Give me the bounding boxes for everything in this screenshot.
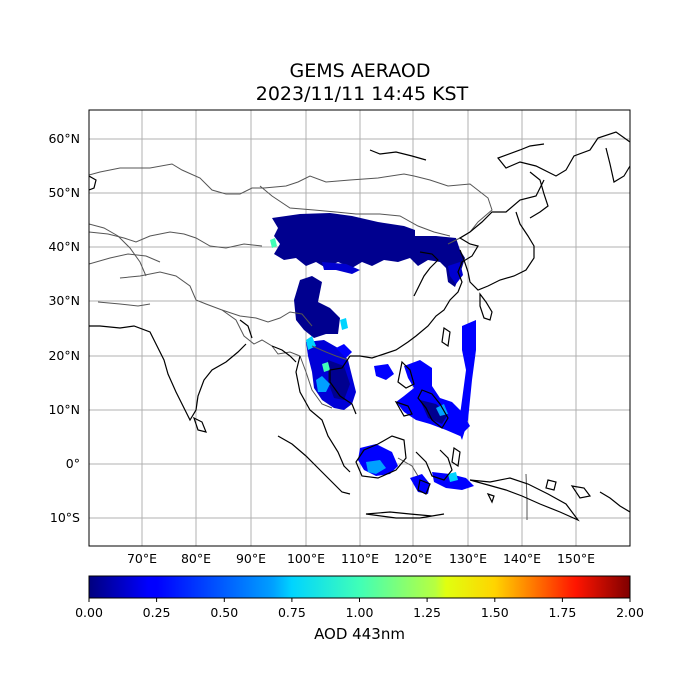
country-borders [89, 163, 528, 520]
lon-label-130e: 130°E [449, 551, 487, 566]
lon-label-120e: 120°E [394, 551, 432, 566]
map-title: GEMS AERAOD [289, 60, 431, 82]
coastlines [89, 131, 630, 522]
colorbar-tick-0: 0.00 [75, 605, 103, 620]
lon-label-100e: 100°E [287, 551, 325, 566]
lon-label-110e: 110°E [341, 551, 379, 566]
colorbar-label: AOD 443nm [314, 625, 405, 643]
lat-label-20n: 20°N [48, 348, 80, 363]
map-subtitle-datetime: 2023/11/11 14:45 KST [255, 83, 469, 105]
lon-label-150e: 150°E [557, 551, 595, 566]
colorbar-tick-2: 0.50 [210, 605, 238, 620]
colorbar-tick-1: 0.25 [143, 605, 171, 620]
colorbar-tick-5: 1.25 [413, 605, 441, 620]
map-area [88, 109, 631, 547]
lat-label-10s: 10°S [50, 510, 80, 525]
colorbar: 0.00 0.25 0.50 0.75 1.00 1.25 1.50 1.75 … [75, 575, 644, 643]
lat-label-60n: 60°N [48, 131, 80, 146]
graticule-gridlines [89, 110, 630, 546]
lat-label-30n: 30°N [48, 293, 80, 308]
latitude-labels: 60°N 50°N 40°N 30°N 20°N 10°N 0° 10°S [48, 131, 80, 525]
colorbar-tick-labels: 0.00 0.25 0.50 0.75 1.00 1.25 1.50 1.75 … [75, 605, 644, 620]
colorbar-tick-8: 2.00 [616, 605, 644, 620]
longitude-labels: 70°E 80°E 90°E 100°E 110°E 120°E 130°E 1… [127, 551, 595, 566]
map-frame [88, 109, 631, 547]
colorbar-tick-7: 1.75 [548, 605, 576, 620]
colorbar-tick-marks [88, 598, 631, 602]
lat-label-50n: 50°N [48, 185, 80, 200]
colorbar-tick-6: 1.50 [481, 605, 509, 620]
lat-label-10n: 10°N [48, 402, 80, 417]
lon-label-70e: 70°E [127, 551, 157, 566]
lon-label-90e: 90°E [236, 551, 266, 566]
lat-label-0: 0° [66, 456, 80, 471]
lon-label-140e: 140°E [503, 551, 541, 566]
aod-retrieval-pixels [270, 213, 476, 494]
colorbar-tick-3: 0.75 [278, 605, 306, 620]
colorbar-gradient [88, 575, 631, 599]
lon-label-80e: 80°E [181, 551, 211, 566]
colorbar-tick-4: 1.00 [346, 605, 374, 620]
lat-label-40n: 40°N [48, 239, 80, 254]
